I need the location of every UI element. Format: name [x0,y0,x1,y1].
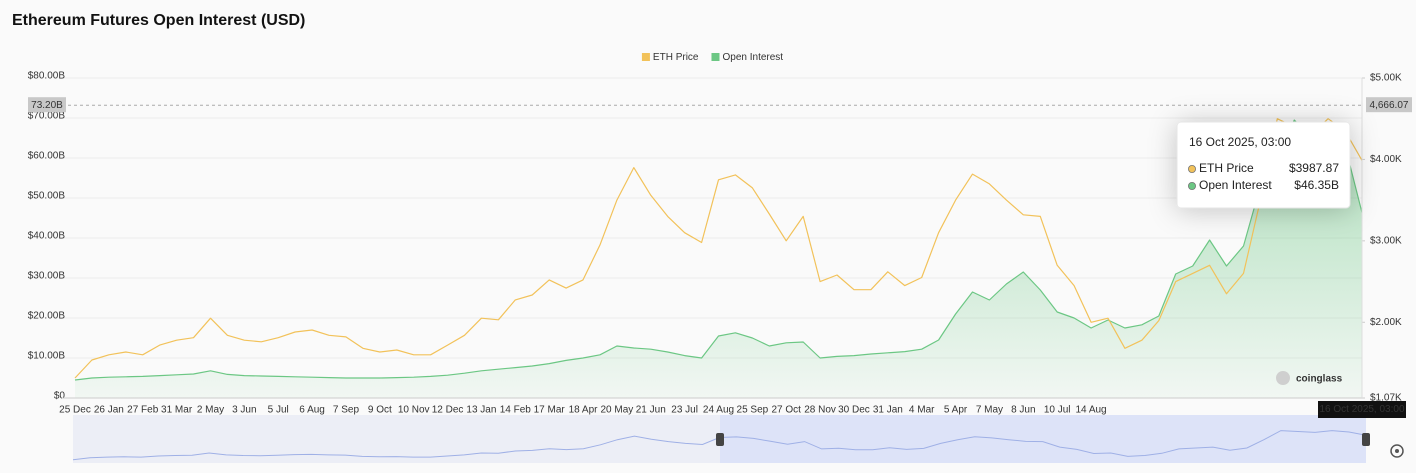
tooltip-value: $46.35B [1294,178,1339,192]
y-tick-label: $20.00B [28,311,66,322]
y-tick-label: $50.00B [28,191,66,202]
tooltip: 16 Oct 2025, 03:00 ETH Price $3987.87 Open … [1176,121,1351,209]
x-tick-label: 8 Jun [1011,405,1035,416]
area-fill [75,120,1362,398]
x-tick-label: 24 Aug [703,405,734,416]
x-tick-label: 9 Oct [368,405,392,416]
x-tick-label: 18 Apr [569,405,599,416]
grid [62,77,1362,399]
tooltip-name: Open Interest [1199,178,1272,192]
legend-label: Open Interest [722,52,783,63]
x-tick-label: 20 May [600,405,633,416]
x-tick-label: 12 Dec [432,405,464,416]
series-line [74,119,1363,381]
x-tick-label: 10 Jul [1044,405,1071,416]
crosshair: 73.20B 4,666.07 16 Oct 2025, 03:00 [28,97,1412,418]
navigator-handle[interactable] [1362,433,1370,446]
crosshair-y2-label: 4,666.07 [1370,100,1409,111]
y-tick-label: $70.00B [28,111,66,122]
x-tick-label: 3 Jun [232,405,256,416]
legend-swatch [711,53,720,61]
x-tick-label: 2 May [197,405,224,416]
navigator-handle[interactable] [716,433,724,446]
y-tick-label: $30.00B [28,271,66,282]
x-tick-label: 27 Feb [127,405,159,416]
y2-tick-label: $5.00K [1370,73,1402,84]
legend-label: ETH Price [653,52,699,63]
chart-title: Ethereum Futures Open Interest (USD) [12,12,305,29]
y-tick-label: $40.00B [28,231,66,242]
x-tick-label: 5 Jul [268,405,289,416]
settings-icon[interactable] [1390,444,1404,458]
crosshair-y2-box [1366,97,1412,113]
x-tick-label: 14 Feb [500,405,532,416]
legend-swatch [641,53,650,61]
crosshair-y-box [28,97,66,113]
y2-tick-label: $1.07K [1370,393,1402,404]
y-tick-label: $60.00B [28,151,66,162]
series-line [74,118,1363,379]
x-tick-label: 26 Jan [94,405,124,416]
x-tick-label: 31 Jan [873,405,903,416]
x-tick-label: 30 Dec [838,405,870,416]
x-tick-label: 14 Aug [1075,405,1106,416]
tooltip-dot [1188,164,1197,173]
tooltip-dot [1188,181,1197,190]
x-tick-label: 7 May [976,405,1003,416]
y-tick-label: $80.00B [28,71,66,82]
x-tick-label: 27 Oct [772,405,802,416]
tooltip-title: 16 Oct 2025, 03:00 [1189,135,1291,149]
y-tick-label: $10.00B [28,351,66,362]
x-tick-label: 23 Jul [671,405,698,416]
x-tick-label: 25 Sep [737,405,769,416]
x-tick-label: 6 Aug [299,405,325,416]
x-tick-label: 5 Apr [944,405,968,416]
x-tick-label: 21 Jun [636,405,666,416]
watermark: coinglass [1296,374,1343,385]
x-tick-label: 4 Mar [909,405,935,416]
legend: ETH Price Open Interest [641,52,783,63]
x-tick-label: 13 Jan [466,405,496,416]
x-tick-label: 10 Nov [398,405,430,416]
x-tick-label: 25 Dec [59,405,91,416]
crosshair-x-box [1318,401,1406,418]
crosshair-x-label: 16 Oct 2025, 03:00 [1319,404,1405,415]
tooltip-value: $3987.87 [1289,161,1339,175]
y2-tick-label: $2.00K [1370,317,1402,328]
navigator-window [720,415,1366,463]
x-tick-label: 28 Nov [804,405,836,416]
tooltip-box [1176,121,1351,209]
y2-tick-label: $4.00K [1370,154,1402,165]
plot-area: coinglass [74,118,1363,398]
axes: $0 $10.00B $20.00B $30.00B $40.00B $50.00B $60… [28,71,1402,416]
watermark-icon [1276,371,1290,385]
y2-tick-label: $3.00K [1370,235,1402,246]
navigator [72,415,1370,463]
y-tick-label: $0 [54,391,66,402]
tooltip-name: ETH Price [1199,161,1254,175]
crosshair-y-label: 73.20B [31,100,63,111]
x-tick-label: 17 Mar [534,405,566,416]
x-tick-label: 31 Mar [161,405,193,416]
x-tick-label: 7 Sep [333,405,360,416]
